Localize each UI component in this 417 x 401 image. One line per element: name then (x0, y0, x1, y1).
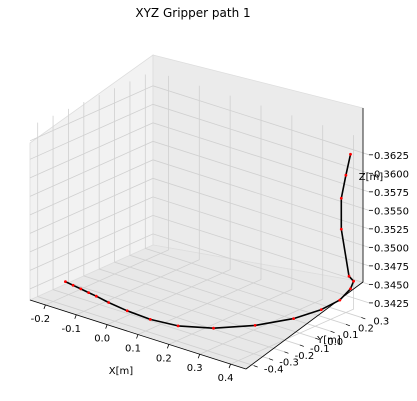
z-tick-label: 0.3425 (374, 299, 409, 310)
x-axis-label: X[m] (109, 366, 133, 377)
gripper-path-point (339, 196, 343, 200)
gripper-path-point (352, 279, 355, 283)
x-tick-label: 0.4 (218, 373, 234, 384)
x-tick-label: 0.2 (156, 353, 172, 364)
z-ticks: 0.3425 0.3450 0.3475 0.3500 0.3525 0.3550 0.35… (369, 151, 409, 310)
x-ticks: -0.2 -0.1 0.0 0.1 0.2 0.3 0.4 (31, 304, 234, 384)
gripper-path-point (292, 317, 295, 320)
gripper-path-point (344, 173, 348, 177)
z-grid-line (29, 122, 370, 193)
gripper-path-point (107, 301, 110, 304)
y-tick-label: -0.2 (295, 351, 315, 362)
y-tick-mark (268, 358, 274, 361)
gripper-path-point (71, 283, 75, 287)
y-tick-mark (299, 344, 304, 347)
x-grid-line (137, 105, 262, 335)
y-tick-mark (315, 337, 320, 340)
y-tick-label: 0.3 (373, 316, 389, 327)
z-tick-label: 0.3500 (374, 243, 409, 254)
y-grid-line (37, 122, 254, 366)
x-tick-label: -0.1 (62, 324, 82, 335)
gripper-path-point (125, 309, 129, 313)
x-tick-mark (166, 344, 170, 349)
y-grid-line (144, 74, 362, 318)
y-grid-line (83, 101, 300, 346)
z-tick-label: 0.3625 (374, 151, 409, 162)
x-tick-label: 0.3 (187, 363, 203, 374)
x-tick-mark (105, 324, 108, 329)
z-axis-label: Z[m] (359, 172, 383, 183)
y-grid-line (129, 81, 347, 325)
gripper-path-point (79, 287, 83, 291)
series-group (64, 152, 355, 330)
z-tick-label: 0.3525 (374, 225, 409, 236)
gripper-path-point (339, 227, 343, 231)
gripper-path-point (64, 280, 67, 283)
y-tick-mark (361, 317, 366, 320)
x-tick-label: 0.0 (94, 334, 110, 345)
y-tick-label: 0.1 (343, 330, 359, 341)
x-grid-line (106, 95, 231, 326)
y-tick-label: -0.1 (310, 344, 330, 355)
gripper-path-point (94, 294, 98, 298)
z-grid-line (29, 214, 370, 285)
y-tick-label: -0.3 (279, 358, 299, 369)
z-grid-line (29, 159, 370, 230)
y-ticks: -0.4-0.3-0.2-0.10.00.10.20.3 (253, 316, 389, 376)
z-tick-label: 0.3600 (374, 169, 409, 180)
y-grid-line (52, 115, 270, 360)
gripper-path-point (148, 318, 152, 321)
x-grid-line (76, 85, 200, 316)
gripper-path-point (87, 291, 90, 294)
z-tick-label: 0.3550 (374, 206, 409, 217)
gripper-path-point (349, 287, 352, 291)
y-tick-label: -0.4 (264, 365, 284, 376)
gripper-path-point (349, 152, 352, 156)
gripper-path-point (319, 308, 323, 311)
y-tick-mark (330, 330, 335, 334)
z-grid-line (29, 140, 370, 211)
z-tick-label: 0.3475 (374, 262, 409, 273)
z-tick-label: 0.3450 (374, 280, 409, 291)
z-grid-line (29, 177, 370, 248)
gripper-path-point (347, 274, 351, 278)
y-tick-mark (284, 351, 289, 354)
gripper-path-point (253, 324, 257, 327)
chart-title: XYZ Gripper path 1 (135, 6, 250, 20)
z-tick-label: 0.3575 (374, 188, 409, 199)
y-grid-line (114, 88, 331, 332)
x-grid-line (45, 75, 169, 306)
grid-lines (29, 74, 370, 366)
x-tick-mark (136, 334, 139, 339)
x-tick-label: 0.1 (125, 344, 141, 355)
x-tick-mark (74, 314, 77, 319)
z-grid-line (29, 103, 370, 174)
x-tick-mark (43, 304, 46, 310)
x-tick-label: -0.2 (31, 314, 51, 325)
z-grid-line (29, 196, 370, 267)
x-grid-line (168, 115, 293, 345)
y-tick-label: 0.0 (327, 337, 343, 348)
y-axis-label: Y[m] (316, 335, 341, 346)
y-tick-mark (253, 365, 258, 368)
y-grid-line (98, 95, 316, 339)
y-tick-mark (345, 323, 351, 327)
gripper-path-point (212, 326, 215, 330)
z-grid-line (29, 233, 370, 304)
x-tick-mark (228, 363, 231, 369)
z-grid-line (29, 85, 370, 156)
x-tick-mark (197, 354, 201, 359)
x-grid-line (230, 135, 354, 365)
y-tick-label: 0.2 (358, 323, 374, 334)
x-grid-line (199, 125, 324, 355)
gripper-path-point (338, 298, 342, 302)
gripper-path-point (176, 324, 180, 328)
